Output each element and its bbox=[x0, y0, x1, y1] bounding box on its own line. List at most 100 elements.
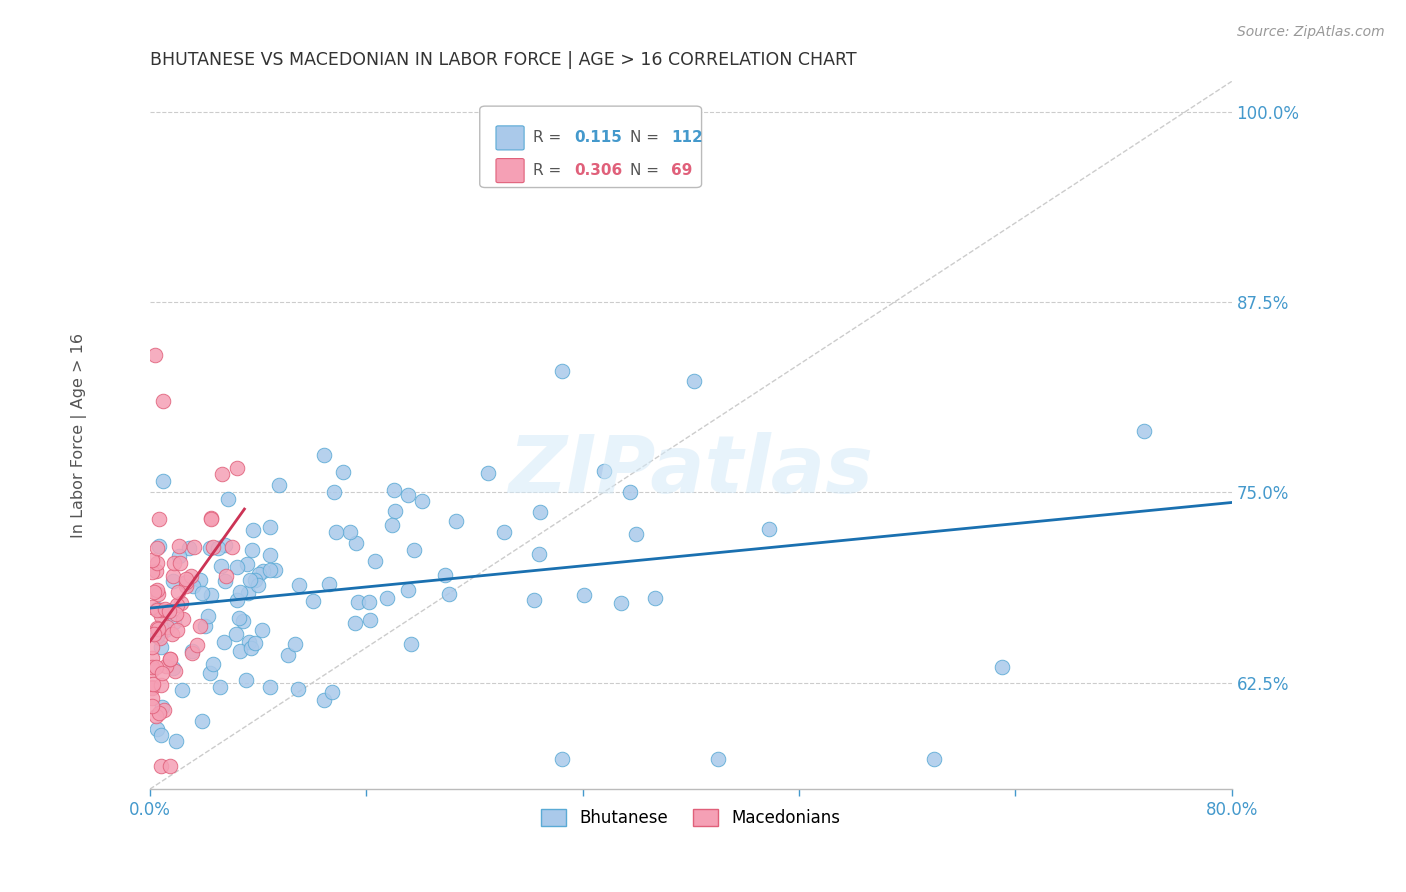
Point bbox=[343, 615, 366, 630]
Point bbox=[240, 543, 263, 558]
Point bbox=[214, 569, 236, 583]
Point bbox=[166, 599, 188, 613]
Point bbox=[148, 539, 170, 553]
Point bbox=[444, 514, 467, 528]
Point bbox=[145, 583, 167, 598]
Point bbox=[211, 467, 233, 481]
Point bbox=[170, 682, 193, 697]
Point bbox=[382, 483, 405, 498]
Point bbox=[150, 666, 173, 681]
Point bbox=[176, 579, 198, 593]
Point bbox=[402, 543, 425, 558]
Point bbox=[209, 559, 232, 574]
Point bbox=[243, 636, 266, 650]
Point bbox=[437, 587, 460, 601]
Point bbox=[325, 524, 347, 539]
Point bbox=[198, 541, 221, 555]
Point bbox=[357, 595, 380, 609]
Point bbox=[145, 603, 167, 617]
Point bbox=[141, 600, 163, 615]
Text: R =: R = bbox=[533, 163, 565, 178]
Point bbox=[142, 627, 165, 641]
Point bbox=[228, 610, 250, 624]
Point bbox=[593, 464, 616, 478]
Point bbox=[181, 644, 204, 658]
Text: 112: 112 bbox=[671, 130, 703, 145]
Point bbox=[150, 728, 173, 742]
Point bbox=[347, 594, 370, 608]
Legend: Bhutanese, Macedonians: Bhutanese, Macedonians bbox=[534, 803, 848, 834]
Point bbox=[148, 706, 170, 721]
Point bbox=[238, 634, 260, 648]
Point bbox=[707, 752, 730, 766]
Point bbox=[235, 673, 257, 687]
Point bbox=[572, 588, 595, 602]
Point bbox=[344, 536, 367, 550]
Point bbox=[225, 627, 247, 641]
Text: R =: R = bbox=[533, 130, 565, 145]
Point bbox=[239, 573, 262, 587]
Point bbox=[411, 493, 433, 508]
Point bbox=[321, 685, 343, 699]
Point bbox=[314, 448, 336, 462]
Point bbox=[141, 660, 163, 674]
Point bbox=[922, 752, 945, 766]
Point bbox=[225, 560, 247, 574]
Point bbox=[162, 574, 184, 588]
Text: Source: ZipAtlas.com: Source: ZipAtlas.com bbox=[1237, 25, 1385, 39]
Point bbox=[284, 637, 307, 651]
Point bbox=[323, 484, 346, 499]
Point bbox=[188, 619, 211, 633]
Text: N =: N = bbox=[630, 130, 664, 145]
Point bbox=[145, 660, 167, 674]
Point bbox=[247, 567, 270, 582]
Point bbox=[212, 635, 235, 649]
Point bbox=[229, 644, 252, 658]
Point bbox=[146, 622, 169, 636]
Point bbox=[232, 614, 254, 628]
Point bbox=[176, 576, 198, 591]
FancyBboxPatch shape bbox=[496, 126, 524, 150]
Point bbox=[163, 556, 186, 570]
Point bbox=[167, 539, 190, 553]
Point bbox=[149, 759, 172, 773]
Point bbox=[626, 526, 648, 541]
Point bbox=[209, 680, 232, 694]
Y-axis label: In Labor Force | Age > 16: In Labor Force | Age > 16 bbox=[72, 333, 87, 538]
Point bbox=[174, 572, 197, 586]
Point bbox=[384, 504, 406, 518]
Point bbox=[159, 652, 181, 666]
Point bbox=[202, 657, 225, 672]
Point bbox=[156, 620, 179, 634]
Point bbox=[332, 465, 354, 479]
Point bbox=[174, 574, 197, 589]
Point bbox=[141, 651, 163, 665]
Text: 0.115: 0.115 bbox=[574, 130, 621, 145]
Point bbox=[644, 591, 666, 606]
Point bbox=[682, 374, 704, 388]
Point bbox=[152, 394, 174, 409]
Point bbox=[396, 488, 419, 502]
Point bbox=[163, 664, 186, 678]
Point bbox=[186, 638, 208, 652]
Text: 69: 69 bbox=[671, 163, 693, 178]
FancyBboxPatch shape bbox=[479, 106, 702, 187]
Point bbox=[180, 569, 202, 583]
Point bbox=[609, 595, 631, 609]
Point bbox=[157, 604, 180, 618]
Point bbox=[162, 661, 184, 675]
Point bbox=[145, 564, 167, 578]
Text: 0.306: 0.306 bbox=[574, 163, 621, 178]
Point bbox=[302, 593, 325, 607]
Point bbox=[183, 540, 205, 554]
Point bbox=[145, 629, 167, 643]
Point bbox=[214, 538, 236, 552]
Point bbox=[202, 541, 225, 555]
Point bbox=[153, 703, 176, 717]
Point bbox=[758, 522, 780, 536]
Text: ZIPatlas: ZIPatlas bbox=[508, 432, 873, 509]
Point bbox=[318, 577, 340, 591]
Point bbox=[166, 624, 188, 638]
Point bbox=[167, 549, 190, 564]
Point bbox=[155, 658, 177, 673]
